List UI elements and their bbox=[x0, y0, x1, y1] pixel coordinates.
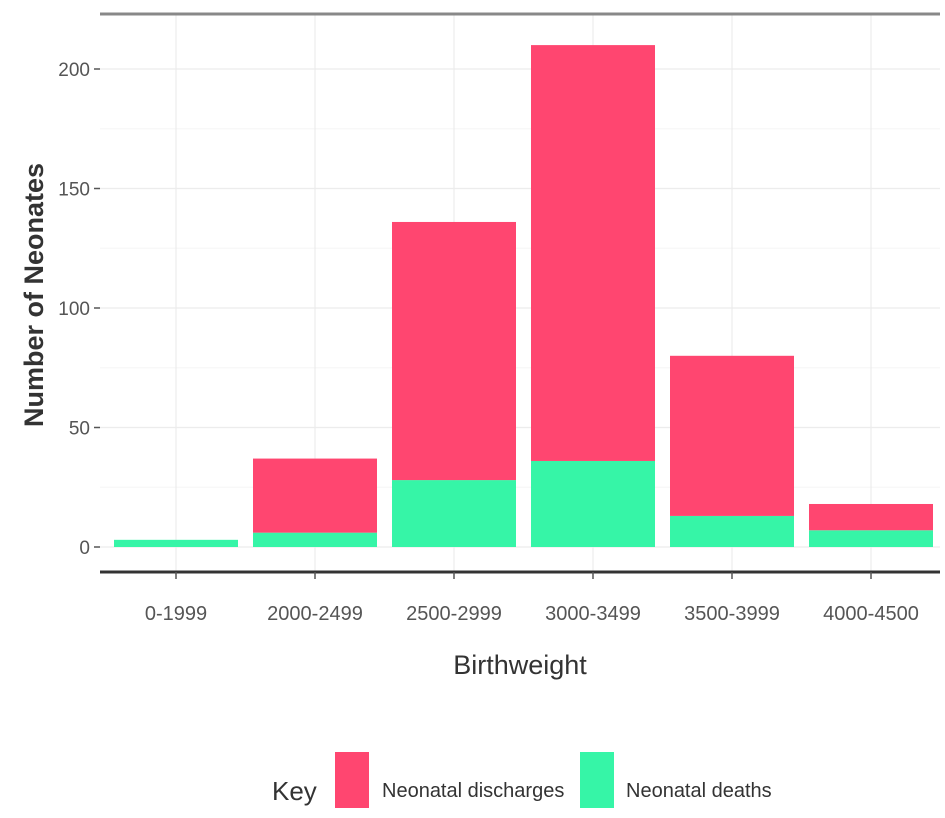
y-tick-label: 150 bbox=[58, 180, 90, 201]
x-ticks: 0-1999 2000-2499 2500-2999 3000-3499 3500-39… bbox=[145, 572, 919, 625]
y-tick-label: 200 bbox=[58, 60, 90, 81]
bar-neonatal-discharges bbox=[253, 458, 377, 533]
legend-items: Neonatal discharges Neonatal deaths bbox=[335, 752, 772, 808]
legend-title: Key bbox=[272, 776, 317, 806]
y-tick-label: 100 bbox=[58, 299, 90, 320]
legend-label: Neonatal deaths bbox=[626, 780, 772, 802]
x-tick-label: 2500-2999 bbox=[406, 603, 502, 625]
x-tick-label: 3000-3499 bbox=[545, 603, 641, 625]
legend-swatch bbox=[580, 752, 614, 808]
axes bbox=[100, 12, 940, 574]
bar-neonatal-discharges bbox=[670, 355, 794, 516]
plot-background bbox=[100, 14, 940, 572]
legend-label: Neonatal discharges bbox=[382, 780, 564, 802]
bar-neonatal-deaths bbox=[670, 515, 794, 547]
x-axis-title: Birthweight bbox=[453, 650, 587, 680]
x-tick-label: 3500-3999 bbox=[684, 603, 780, 625]
bar-neonatal-deaths bbox=[531, 460, 655, 547]
legend-swatch bbox=[335, 752, 369, 808]
y-axis-title: Number of Neonates bbox=[19, 163, 49, 427]
bars bbox=[114, 45, 933, 547]
bar-neonatal-discharges bbox=[392, 221, 516, 481]
grid bbox=[100, 14, 940, 572]
bar-neonatal-discharges bbox=[531, 45, 655, 461]
y-tick-label: 50 bbox=[69, 419, 90, 440]
y-ticks: 0 50 100 150 200 bbox=[58, 60, 100, 559]
x-tick-label: 4000-4500 bbox=[823, 603, 919, 625]
legend: Key Neonatal discharges Neonatal deaths bbox=[272, 752, 772, 808]
bar-neonatal-discharges bbox=[809, 503, 933, 531]
bar-neonatal-deaths bbox=[114, 539, 238, 547]
bar-neonatal-deaths bbox=[392, 480, 516, 547]
x-tick-label: 0-1999 bbox=[145, 603, 207, 625]
bar-neonatal-deaths bbox=[253, 532, 377, 547]
y-tick-label: 0 bbox=[79, 538, 90, 559]
bar-neonatal-deaths bbox=[809, 530, 933, 547]
x-tick-label: 2000-2499 bbox=[267, 603, 363, 625]
